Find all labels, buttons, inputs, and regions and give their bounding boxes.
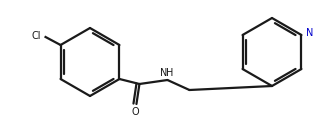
Text: N: N bbox=[160, 68, 167, 78]
Text: O: O bbox=[132, 107, 139, 117]
Text: N: N bbox=[306, 28, 313, 38]
Text: H: H bbox=[166, 68, 173, 78]
Text: Cl: Cl bbox=[32, 31, 41, 41]
